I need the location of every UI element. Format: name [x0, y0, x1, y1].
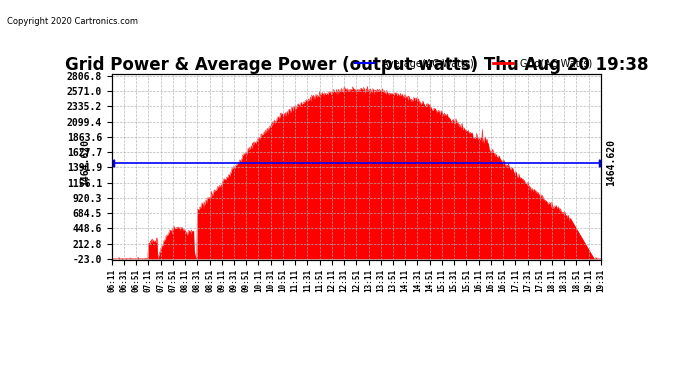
Text: 1464.620: 1464.620 [80, 139, 90, 186]
Legend: Average(AC Watts), Grid(AC Watts): Average(AC Watts), Grid(AC Watts) [351, 55, 597, 72]
Title: Grid Power & Average Power (output watts) Thu Aug 20 19:38: Grid Power & Average Power (output watts… [65, 56, 649, 74]
Text: Copyright 2020 Cartronics.com: Copyright 2020 Cartronics.com [7, 17, 138, 26]
